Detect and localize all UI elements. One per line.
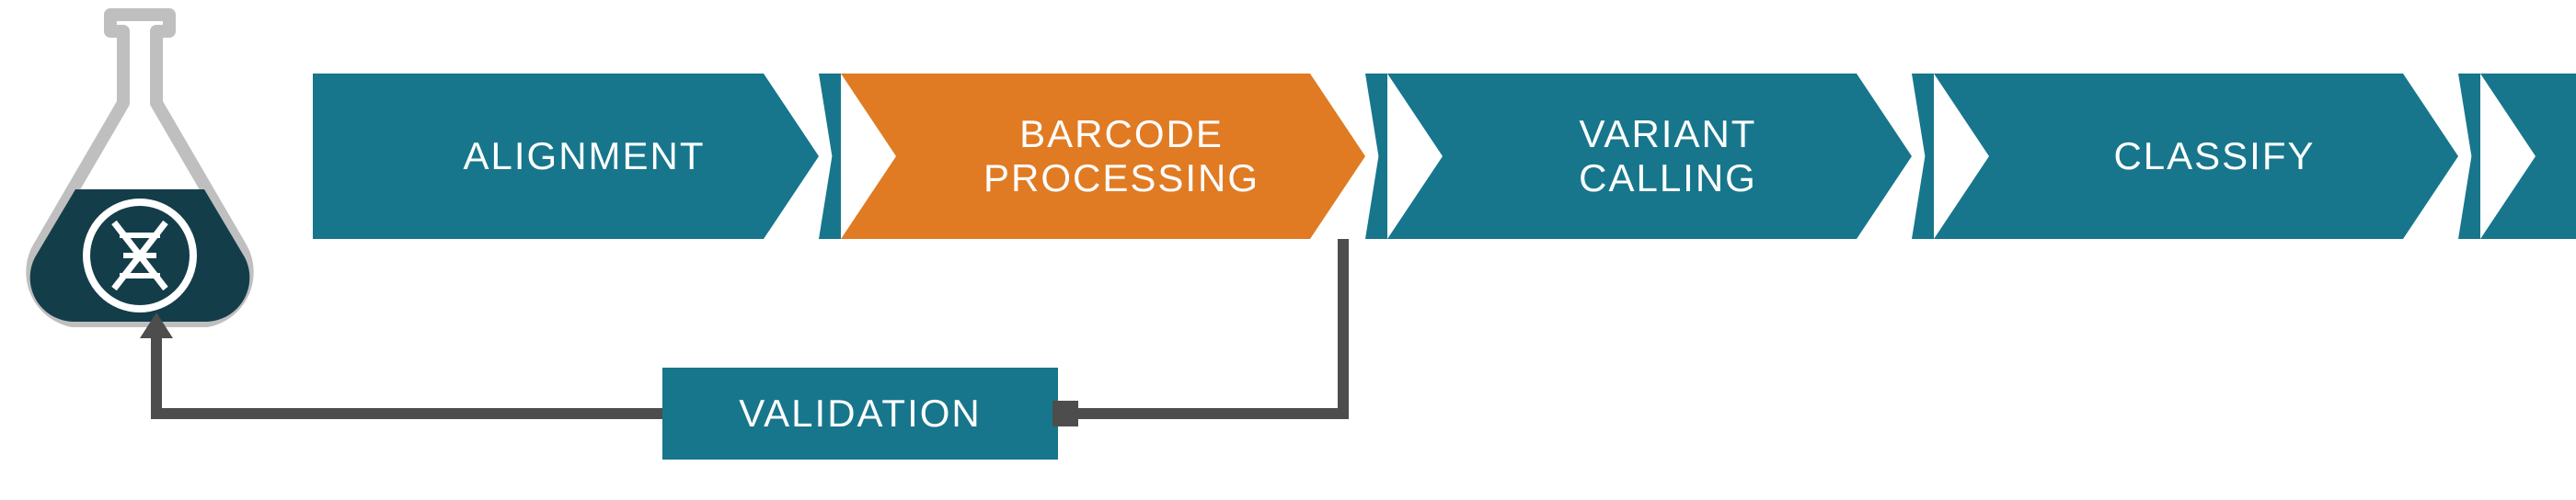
validation-label: VALIDATION — [739, 392, 982, 436]
step-barcode-processing: BARCODE PROCESSING — [841, 74, 1365, 239]
step-classify-label: CLASSIFY — [2113, 134, 2315, 178]
flask-svg — [11, 6, 269, 327]
validation-box: VALIDATION — [662, 368, 1058, 460]
flask-dna-icon — [11, 6, 269, 327]
step-barcode-label: BARCODE PROCESSING — [983, 112, 1259, 201]
step-alignment-label: ALIGNMENT — [463, 134, 705, 178]
step-alignment: ALIGNMENT — [313, 74, 819, 239]
pipeline-row: ALIGNMENT BARCODE PROCESSING VARIANT CAL… — [313, 74, 2576, 239]
step-variant-calling: VARIANT CALLING — [1387, 74, 1912, 239]
step-variant-label: VARIANT CALLING — [1579, 112, 1757, 201]
step-classify: CLASSIFY — [1934, 74, 2458, 239]
step-report: REPORT — [2480, 74, 2576, 239]
